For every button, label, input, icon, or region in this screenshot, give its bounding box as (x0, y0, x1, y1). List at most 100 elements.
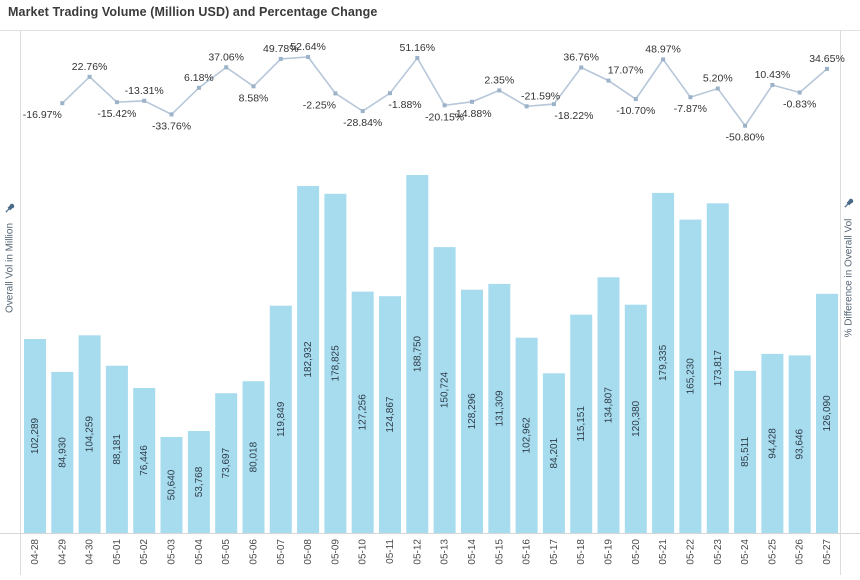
line-marker-05-06[interactable] (251, 84, 256, 89)
volume-bar-05-10[interactable] (351, 291, 374, 533)
pct-label: -20.15% (425, 111, 464, 123)
volume-bar-05-17[interactable] (542, 373, 565, 533)
volume-bar-05-13[interactable] (433, 247, 456, 533)
x-tick-label: 05-27 (822, 539, 833, 565)
volume-bar-05-12[interactable] (406, 175, 429, 533)
x-tick-label: 05-20 (631, 539, 642, 565)
pct-label: -28.84% (343, 117, 382, 129)
line-marker-05-21[interactable] (661, 57, 666, 62)
volume-bar-05-20[interactable] (624, 304, 647, 533)
volume-bar-05-22[interactable] (679, 219, 702, 533)
pct-label: -10.70% (616, 105, 655, 117)
pct-label: 49.78% (263, 43, 299, 55)
volume-bar-04-29[interactable] (51, 371, 74, 533)
volume-bar-05-23[interactable] (706, 203, 729, 534)
bar-value-label: 50,640 (167, 469, 178, 500)
line-marker-05-08[interactable] (306, 55, 311, 59)
line-marker-05-15[interactable] (497, 88, 502, 93)
volume-bar-series: 102,289 84,930 104,259 88,181 76,446 50,640 53… (24, 175, 838, 534)
volume-bar-05-05[interactable] (215, 393, 238, 533)
line-marker-04-30[interactable] (87, 74, 92, 79)
volume-bar-05-02[interactable] (133, 388, 156, 533)
line-marker-05-12[interactable] (415, 56, 420, 60)
volume-bar-05-16[interactable] (515, 337, 538, 533)
pct-label: 8.58% (239, 92, 269, 104)
line-marker-05-26[interactable] (797, 90, 802, 95)
volume-bar-05-14[interactable] (461, 289, 483, 533)
volume-bar-04-30[interactable] (78, 335, 101, 533)
line-marker-05-02[interactable] (142, 98, 147, 103)
pct-label: 52.64% (290, 41, 326, 53)
pct-change-labels: -16.97% 22.76% -15.42% -13.31% -33.76% 6.18% 3… (23, 41, 845, 144)
volume-bar-05-11[interactable] (379, 296, 401, 533)
volume-bar-05-25[interactable] (761, 353, 784, 533)
line-marker-05-14[interactable] (470, 99, 474, 104)
line-marker-05-18[interactable] (579, 65, 584, 70)
bar-value-label: 150,724 (440, 372, 451, 409)
bar-value-label: 88,181 (112, 434, 123, 465)
line-marker-05-10[interactable] (360, 109, 365, 114)
line-marker-05-07[interactable] (278, 56, 283, 61)
x-tick-label: 05-01 (112, 539, 123, 565)
bar-value-label: 173,817 (713, 350, 724, 387)
pct-label: 6.18% (184, 72, 214, 84)
x-tick-label: 05-05 (221, 539, 232, 565)
x-tick-label: 05-13 (440, 539, 451, 565)
line-marker-05-03[interactable] (169, 112, 174, 117)
pct-label: -2.25% (303, 99, 336, 111)
line-marker-05-24[interactable] (743, 123, 748, 128)
bar-value-label: 53,768 (194, 466, 205, 497)
bar-value-label: 102,962 (522, 417, 533, 454)
chart-title: Market Trading Volume (Million USD) and … (8, 5, 378, 19)
x-tick-label: 05-07 (276, 539, 287, 565)
volume-bar-05-03[interactable] (160, 437, 183, 533)
volume-bar-05-04[interactable] (187, 431, 210, 533)
x-tick-label: 05-18 (576, 539, 587, 565)
x-tick-label: 04-28 (30, 539, 41, 565)
bar-value-label: 124,867 (385, 396, 396, 433)
line-marker-05-25[interactable] (770, 83, 775, 87)
line-marker-05-13[interactable] (442, 103, 447, 108)
x-tick-label: 05-11 (385, 539, 396, 564)
pct-label: -7.87% (674, 103, 707, 115)
volume-bar-05-24[interactable] (734, 370, 757, 533)
line-marker-05-05[interactable] (224, 65, 229, 70)
line-marker-05-19[interactable] (606, 78, 611, 83)
line-marker-04-29[interactable] (60, 101, 65, 106)
volume-bar-05-07[interactable] (269, 305, 292, 533)
volume-bar-05-19[interactable] (597, 277, 620, 533)
bar-value-label: 115,151 (576, 406, 587, 442)
volume-bar-05-06[interactable] (242, 381, 265, 533)
volume-bar-05-15[interactable] (488, 283, 511, 533)
x-tick-label: 05-09 (330, 539, 341, 565)
bar-value-label: 84,930 (57, 437, 68, 468)
volume-bar-05-21[interactable] (652, 192, 675, 533)
volume-bar-05-27[interactable] (816, 293, 838, 533)
volume-bar-05-18[interactable] (570, 314, 593, 533)
left-axis-title: Overall Vol in Million (5, 223, 16, 313)
pct-label: 48.97% (645, 43, 681, 55)
bar-value-label: 119,849 (276, 401, 287, 437)
volume-bar-05-01[interactable] (105, 365, 128, 533)
line-marker-05-22[interactable] (688, 95, 693, 100)
line-marker-05-01[interactable] (114, 100, 119, 105)
x-tick-label: 05-03 (167, 539, 178, 565)
volume-bar-05-09[interactable] (324, 193, 347, 534)
bar-value-label: 84,201 (549, 437, 560, 468)
volume-bar-05-08[interactable] (297, 186, 320, 533)
pct-label: 17.07% (608, 65, 644, 77)
line-marker-05-27[interactable] (825, 66, 829, 71)
line-marker-05-17[interactable] (551, 102, 556, 107)
line-marker-05-23[interactable] (715, 86, 720, 91)
x-tick-label: 05-24 (740, 539, 751, 565)
line-marker-05-04[interactable] (196, 85, 201, 90)
line-marker-05-11[interactable] (388, 91, 392, 96)
pct-label: -50.80% (726, 132, 765, 144)
line-marker-05-09[interactable] (333, 91, 338, 96)
volume-bar-04-28[interactable] (24, 339, 46, 533)
line-marker-05-16[interactable] (524, 104, 529, 109)
line-marker-05-20[interactable] (633, 97, 638, 102)
volume-bar-05-26[interactable] (788, 355, 811, 533)
pct-label: -14.88% (452, 108, 491, 120)
